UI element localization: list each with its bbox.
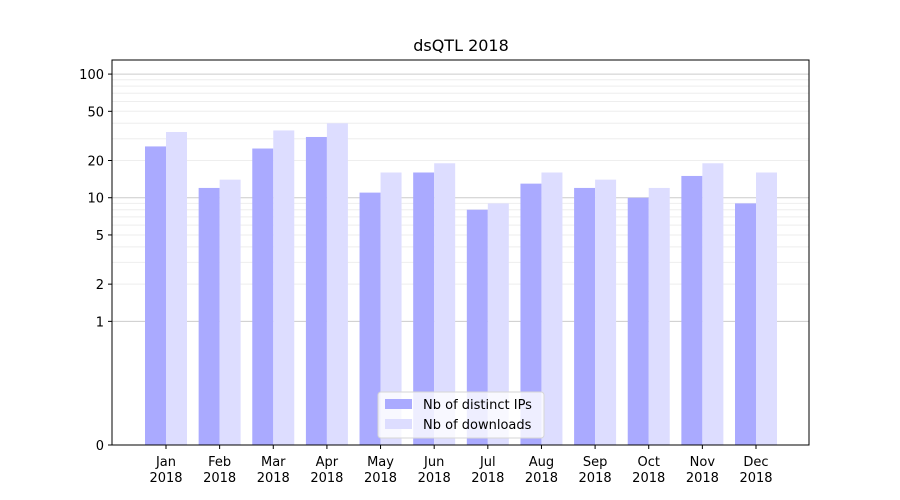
y-tick-label: 20 (87, 155, 104, 170)
legend-label: Nb of distinct IPs (423, 398, 532, 413)
x-tick-label-month: Feb (208, 455, 231, 470)
bar-distinct-ips-oct (627, 197, 649, 445)
y-tick-label: 50 (87, 105, 104, 120)
x-tick-label-year: 2018 (418, 471, 451, 486)
plot-frame (111, 59, 810, 446)
bar-distinct-ips-nov (681, 175, 703, 445)
x-tick-label-month: Sep (583, 455, 608, 470)
y-axis: 0 1 2 5 10 20 50 100 (79, 68, 112, 454)
bar-distinct-ips-dec (735, 203, 756, 445)
bar-downloads-sep (595, 179, 617, 446)
y-tick-label: 10 (87, 192, 104, 207)
x-tick-label-month: May (367, 455, 394, 470)
bar-downloads-oct (648, 187, 670, 445)
x-tick-label-year: 2018 (149, 471, 182, 486)
y-tick-label: 100 (79, 68, 104, 83)
bar-downloads-aug (541, 172, 563, 446)
x-tick-label-year: 2018 (632, 471, 665, 486)
x-tick-label-month: Jun (423, 455, 444, 470)
bar-downloads-jun (434, 163, 456, 445)
bar-distinct-ips-apr (305, 136, 327, 445)
legend-label: Nb of downloads (423, 418, 532, 433)
bar-distinct-ips-mar (252, 148, 274, 445)
y-tick-label: 1 (96, 315, 104, 330)
y-tick-label: 5 (96, 229, 104, 244)
bar-downloads-dec (756, 172, 777, 446)
chart-title: dsQTL 2018 (413, 36, 509, 55)
bar-distinct-ips-may (359, 192, 381, 445)
bar-downloads-nov (702, 163, 724, 445)
bar-distinct-ips-sep (574, 187, 596, 445)
x-tick-label-year: 2018 (364, 471, 397, 486)
y-tick-label: 0 (96, 439, 104, 454)
x-tick-label-month: Oct (637, 455, 659, 470)
x-tick-label-year: 2018 (257, 471, 290, 486)
y-tick-label: 2 (96, 278, 104, 293)
x-tick-label-year: 2018 (739, 471, 772, 486)
bar-downloads-apr (326, 123, 348, 445)
bar-downloads-jan (166, 132, 187, 446)
x-tick-label-month: Dec (743, 455, 768, 470)
x-tick-label-year: 2018 (310, 471, 343, 486)
bar-downloads-jul (487, 203, 509, 445)
bar-distinct-ips-feb (198, 187, 220, 445)
x-tick-label-month: Mar (261, 455, 286, 470)
bar-downloads-feb (219, 179, 241, 446)
x-tick-label-month: Nov (690, 455, 716, 470)
bar-downloads-may (380, 172, 402, 446)
bar-distinct-ips-aug (520, 183, 542, 445)
x-tick-label-year: 2018 (203, 471, 236, 486)
x-tick-label-year: 2018 (686, 471, 719, 486)
legend-swatch (385, 419, 412, 429)
bars (145, 123, 777, 446)
bar-distinct-ips-jan (145, 146, 166, 445)
bar-downloads-mar (273, 130, 295, 445)
legend: Nb of distinct IPs Nb of downloads (377, 391, 545, 439)
x-tick-label-year: 2018 (525, 471, 558, 486)
bar-distinct-ips-jun (413, 172, 435, 446)
legend-swatch (385, 399, 412, 409)
x-axis: Jan2018Feb2018Mar2018Apr2018May2018Jun20… (149, 445, 773, 486)
x-tick-label-month: Apr (316, 455, 339, 470)
x-tick-label-month: Jul (479, 455, 496, 470)
x-tick-label-year: 2018 (471, 471, 504, 486)
x-tick-label-year: 2018 (579, 471, 612, 486)
legend-box (377, 391, 545, 439)
x-tick-label-month: Jan (155, 455, 176, 470)
bar-distinct-ips-jul (466, 209, 488, 445)
x-tick-label-month: Aug (529, 455, 554, 470)
